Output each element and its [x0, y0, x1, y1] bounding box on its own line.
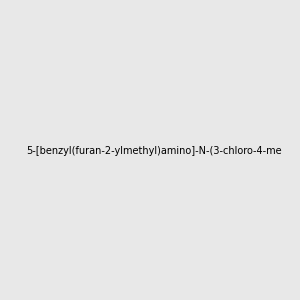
- Text: 5-[benzyl(furan-2-ylmethyl)amino]-N-(3-chloro-4-me: 5-[benzyl(furan-2-ylmethyl)amino]-N-(3-c…: [26, 146, 282, 157]
